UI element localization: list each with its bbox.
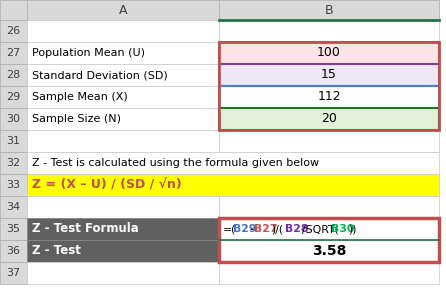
Bar	[0, 130, 27, 152]
Bar	[219, 218, 439, 240]
Bar	[27, 218, 219, 240]
Text: 32: 32	[6, 158, 21, 168]
Bar	[0, 0, 27, 20]
Bar	[27, 0, 219, 20]
Text: Standard Deviation (SD): Standard Deviation (SD)	[32, 70, 168, 80]
Bar	[0, 152, 27, 174]
Bar	[27, 130, 219, 152]
Text: 36: 36	[7, 246, 21, 256]
Bar	[219, 42, 439, 130]
Text: 20: 20	[321, 113, 337, 126]
Text: B30: B30	[331, 224, 355, 234]
Text: 34: 34	[6, 202, 21, 212]
Bar	[219, 108, 439, 130]
Bar	[219, 64, 439, 86]
Bar	[219, 20, 439, 42]
Text: B29: B29	[233, 224, 256, 234]
Bar	[219, 0, 439, 20]
Text: B27: B27	[254, 224, 278, 234]
Bar	[219, 262, 439, 284]
Text: 29: 29	[6, 92, 21, 102]
Bar	[219, 130, 439, 152]
Bar	[0, 20, 27, 42]
Bar	[27, 174, 439, 196]
Text: Z - Test: Z - Test	[32, 245, 81, 258]
Bar	[0, 174, 27, 196]
Bar	[219, 240, 439, 262]
Bar	[0, 42, 27, 64]
Text: B28: B28	[285, 224, 309, 234]
Bar	[27, 262, 219, 284]
Bar	[0, 86, 27, 108]
Text: -: -	[249, 224, 253, 234]
Bar	[27, 108, 219, 130]
Text: )/(: )/(	[271, 224, 283, 234]
Bar	[0, 262, 27, 284]
Text: 28: 28	[6, 70, 21, 80]
Text: 31: 31	[7, 136, 21, 146]
Text: Z - Test is calculated using the formula given below: Z - Test is calculated using the formula…	[32, 158, 319, 168]
Text: Z - Test Formula: Z - Test Formula	[32, 223, 139, 236]
Bar	[27, 86, 219, 108]
Bar	[0, 64, 27, 86]
Bar	[219, 86, 439, 108]
Text: /SQRT(: /SQRT(	[302, 224, 339, 234]
Text: 33: 33	[7, 180, 21, 190]
Text: 3.58: 3.58	[312, 244, 346, 258]
Text: B: B	[325, 4, 333, 17]
Bar	[219, 218, 439, 262]
Text: Sample Mean (X): Sample Mean (X)	[32, 92, 128, 102]
Text: 100: 100	[317, 47, 341, 59]
Bar	[0, 240, 27, 262]
Text: 35: 35	[7, 224, 21, 234]
Bar	[27, 42, 219, 64]
Bar	[219, 42, 439, 64]
Text: 15: 15	[321, 69, 337, 82]
Text: Population Mean (U): Population Mean (U)	[32, 48, 145, 58]
Text: 27: 27	[6, 48, 21, 58]
Text: 37: 37	[6, 268, 21, 278]
Bar	[219, 42, 439, 64]
Bar	[0, 218, 27, 240]
Text: 112: 112	[317, 91, 341, 104]
Text: Sample Size (N): Sample Size (N)	[32, 114, 121, 124]
Bar	[219, 108, 439, 130]
Bar	[27, 196, 219, 218]
Text: )): ))	[348, 224, 356, 234]
Text: A: A	[119, 4, 127, 17]
Text: =(: =(	[223, 224, 236, 234]
Bar	[219, 196, 439, 218]
Text: 30: 30	[7, 114, 21, 124]
Bar	[0, 108, 27, 130]
Text: Z = (X – U) / (SD / √n): Z = (X – U) / (SD / √n)	[32, 178, 182, 191]
Bar	[219, 64, 439, 86]
Bar	[27, 64, 219, 86]
Text: 26: 26	[6, 26, 21, 36]
Bar	[27, 152, 439, 174]
Bar	[0, 196, 27, 218]
Bar	[27, 240, 219, 262]
Bar	[27, 20, 219, 42]
Bar	[219, 86, 439, 108]
